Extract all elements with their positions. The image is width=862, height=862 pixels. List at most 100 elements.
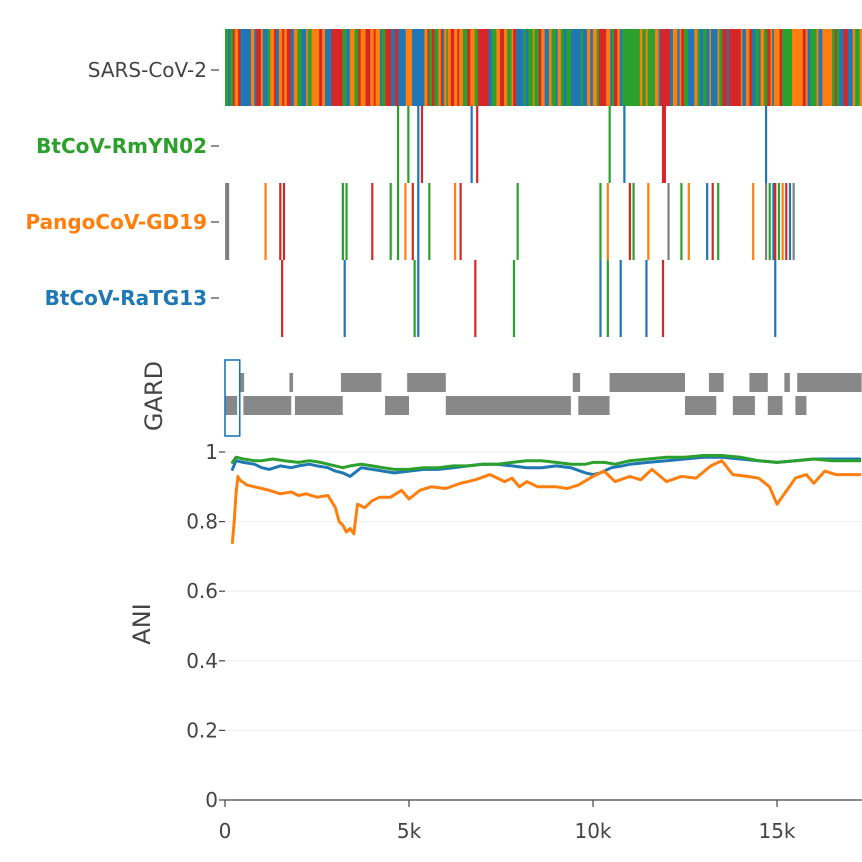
reference-stripe bbox=[773, 29, 777, 106]
reference-stripe bbox=[760, 29, 763, 106]
variant-site-mark bbox=[404, 183, 407, 260]
track-label-pangocov-gd19: PangoCoV-GD19 bbox=[25, 210, 207, 234]
variant-site-mark bbox=[632, 183, 635, 260]
gard-segment bbox=[795, 396, 807, 415]
y-tick-label: 0.8 bbox=[186, 510, 218, 534]
reference-stripe bbox=[737, 29, 742, 106]
track-labels: SARS-CoV-2 BtCoV-RmYN02 PangoCoV-GD19 BtCoV… bbox=[25, 58, 219, 310]
reference-stripe bbox=[587, 29, 591, 106]
variant-site-mark bbox=[343, 260, 346, 337]
variant-site-mark bbox=[781, 183, 784, 260]
variant-site-mark bbox=[282, 183, 286, 260]
reference-stripe bbox=[610, 29, 613, 106]
gard-panel[interactable] bbox=[224, 359, 862, 437]
reference-stripe bbox=[470, 29, 476, 106]
y-tick-label: 0.2 bbox=[186, 718, 218, 742]
reference-stripe bbox=[536, 29, 540, 106]
variant-site-mark bbox=[606, 183, 609, 260]
variant-site-mark bbox=[645, 260, 648, 337]
gard-segment bbox=[243, 396, 292, 415]
gard-segment bbox=[572, 373, 581, 392]
reference-stripe bbox=[772, 29, 775, 106]
reference-stripe bbox=[528, 29, 534, 106]
reference-stripe bbox=[303, 29, 307, 106]
reference-stripe bbox=[582, 29, 588, 106]
variant-site-mark bbox=[396, 183, 400, 260]
variant-site-mark bbox=[628, 183, 631, 260]
reference-stripe bbox=[642, 29, 647, 106]
variant-site-mark bbox=[428, 183, 431, 260]
reference-stripe bbox=[566, 29, 569, 106]
reference-stripe bbox=[703, 29, 707, 106]
ani-axes: 0 5k 10k 15k 0 0.2 0.4 0.6 0.8 1 bbox=[186, 440, 862, 843]
gard-segment bbox=[732, 396, 755, 415]
gard-segment bbox=[797, 373, 862, 392]
reference-stripe bbox=[617, 29, 621, 106]
variant-site-mark bbox=[764, 183, 768, 260]
track-label-btcov-rmyn02: BtCoV-RmYN02 bbox=[36, 134, 207, 158]
reference-stripe bbox=[411, 29, 417, 106]
reference-stripe bbox=[622, 29, 628, 106]
reference-stripe bbox=[316, 29, 320, 106]
variant-site-mark bbox=[706, 183, 709, 260]
gard-segment bbox=[407, 373, 446, 392]
reference-stripe bbox=[859, 29, 862, 106]
variant-site-mark bbox=[459, 183, 462, 260]
reference-stripe bbox=[751, 29, 756, 106]
reference-stripe bbox=[762, 29, 765, 106]
series-line-btcov-rmyn02 bbox=[230, 454, 862, 471]
reference-stripe bbox=[254, 29, 257, 106]
reference-stripe bbox=[580, 29, 584, 106]
variant-site-mark bbox=[389, 183, 392, 260]
reference-stripe bbox=[342, 29, 347, 106]
variant-site-mark bbox=[764, 106, 768, 183]
reference-stripe bbox=[389, 29, 392, 106]
reference-stripe bbox=[391, 29, 394, 106]
reference-stripe bbox=[481, 29, 486, 106]
reference-stripe bbox=[612, 29, 615, 106]
reference-stripe bbox=[775, 29, 779, 106]
variant-site-mark bbox=[279, 183, 282, 260]
reference-stripe bbox=[358, 29, 362, 106]
reference-stripe bbox=[352, 29, 355, 106]
reference-stripe bbox=[260, 29, 264, 106]
gard-segment bbox=[685, 396, 717, 415]
variant-site-mark bbox=[788, 183, 792, 260]
variant-site-mark bbox=[420, 106, 424, 183]
reference-stripe bbox=[679, 29, 682, 106]
variant-site-mark bbox=[752, 183, 755, 260]
variant-site-mark bbox=[717, 183, 720, 260]
y-tick-label: 0 bbox=[205, 788, 218, 812]
reference-stripe bbox=[538, 29, 542, 106]
variant-site-mark bbox=[396, 106, 400, 183]
reference-stripe bbox=[270, 29, 275, 106]
selection-window[interactable] bbox=[224, 359, 241, 437]
reference-stripe bbox=[288, 29, 292, 106]
gard-segment bbox=[578, 396, 610, 415]
variant-site-mark bbox=[647, 183, 650, 260]
reference-stripe bbox=[525, 29, 529, 106]
reference-stripe bbox=[282, 29, 285, 106]
reference-stripe bbox=[814, 29, 817, 106]
variant-site-mark bbox=[470, 106, 473, 183]
reference-stripe bbox=[777, 29, 780, 106]
reference-stripe bbox=[440, 29, 443, 106]
reference-stripe bbox=[816, 29, 819, 106]
reference-stripe bbox=[578, 29, 582, 106]
gard-segment bbox=[445, 396, 571, 415]
reference-stripe bbox=[365, 29, 368, 106]
reference-stripe bbox=[370, 29, 375, 106]
reference-stripe bbox=[278, 29, 283, 106]
reference-stripe bbox=[759, 29, 761, 106]
variant-site-mark bbox=[785, 183, 788, 260]
reference-stripe bbox=[380, 29, 382, 106]
gard-segment bbox=[289, 373, 294, 392]
reference-stripe bbox=[474, 29, 479, 106]
reference-stripe bbox=[832, 29, 836, 106]
reference-stripe bbox=[507, 29, 512, 106]
reference-stripe bbox=[331, 29, 335, 106]
reference-stripe bbox=[325, 29, 328, 106]
variant-site-mark bbox=[619, 260, 622, 337]
reference-stripe bbox=[488, 29, 493, 106]
